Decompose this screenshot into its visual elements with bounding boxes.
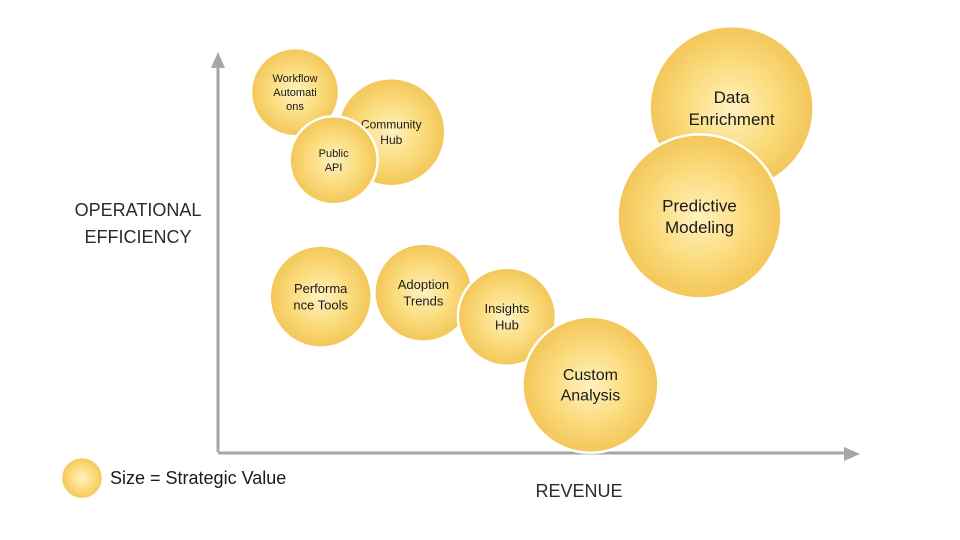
bubble-7 xyxy=(456,266,558,367)
x-axis-title: REVENUE xyxy=(535,481,622,501)
bubble-2-label-line-0: Public xyxy=(319,148,349,160)
bubble-3-label-line-1: Enrichment xyxy=(689,110,775,129)
bubble-5 xyxy=(268,244,373,349)
bubble-8 xyxy=(521,315,660,455)
bubble-2 xyxy=(288,115,379,206)
bubble-0-label-line-0: Workflow xyxy=(272,73,317,85)
bubble-7-label-line-1: Hub xyxy=(495,318,519,333)
bubble-5-label-line-1: nce Tools xyxy=(293,298,348,313)
bubble-2-label-line-1: API xyxy=(325,162,343,174)
legend-label: Size = Strategic Value xyxy=(110,468,286,488)
bubble-0 xyxy=(249,46,341,138)
bubble-5-label-line-0: Performa xyxy=(294,281,348,296)
x-axis-arrowhead xyxy=(844,447,860,461)
bubble-4 xyxy=(616,133,783,300)
legend: Size = Strategic Value xyxy=(59,455,286,501)
bubble-3-label-line-0: Data xyxy=(714,88,750,107)
y-axis-title-line-1: OPERATIONAL xyxy=(75,200,202,220)
bubble-series: WorkflowAutomationsCommunityHubPublicAPI… xyxy=(249,24,815,455)
bubble-0-label-line-1: Automati xyxy=(273,87,316,99)
legend-swatch-bubble xyxy=(59,455,105,501)
y-axis-arrowhead xyxy=(211,52,225,68)
bubble-0-label-line-2: ons xyxy=(286,101,304,113)
bubble-4-label-line-0: Predictive xyxy=(662,197,737,216)
bubble-7-label-line-0: Insights xyxy=(484,301,529,316)
bubble-6-label-line-0: Adoption xyxy=(398,277,449,292)
bubble-8-label-line-0: Custom xyxy=(563,367,618,384)
bubble-1-label-line-0: Community xyxy=(361,118,422,132)
bubble-4-label-line-1: Modeling xyxy=(665,218,734,237)
y-axis-title-line-2: EFFICIENCY xyxy=(84,227,191,247)
bubble-1-label-line-1: Hub xyxy=(380,133,402,147)
bubble-6-label-line-1: Trends xyxy=(403,294,443,309)
bubble-8-label-line-1: Analysis xyxy=(561,388,621,405)
